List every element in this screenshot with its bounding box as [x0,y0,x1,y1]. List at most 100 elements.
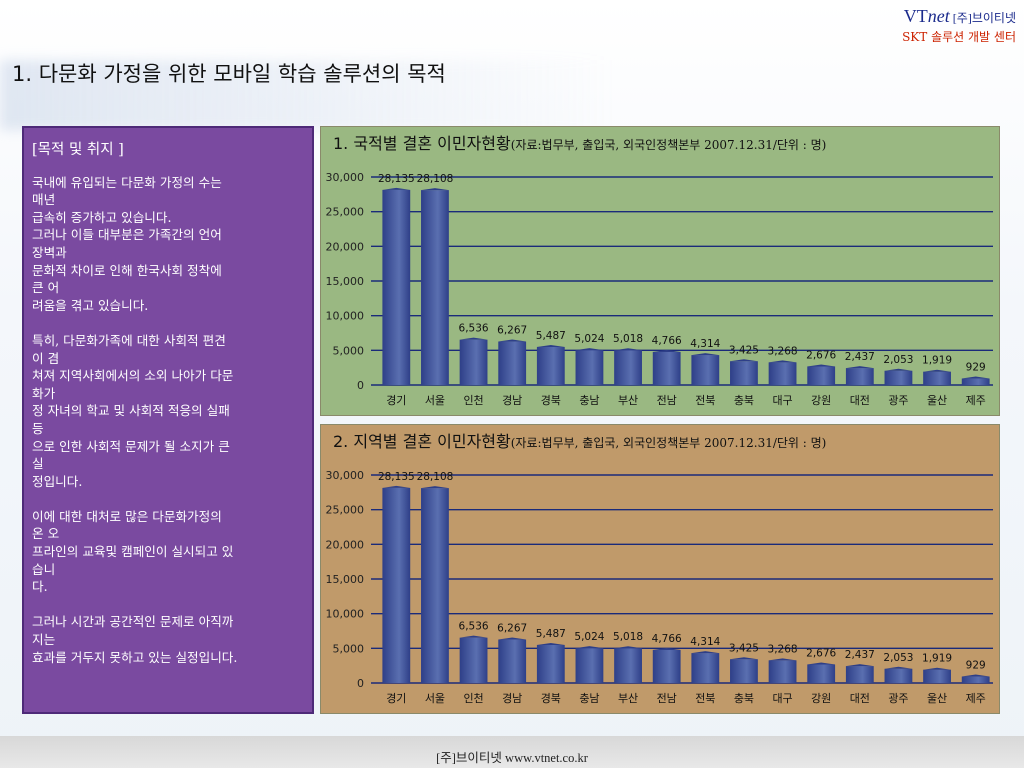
data-label: 3,268 [768,345,798,357]
x-tick-label: 충북 [734,394,754,407]
x-tick-label: 경남 [502,394,522,407]
x-tick-label: 인천 [463,691,483,705]
x-tick-label: 전북 [695,394,715,407]
bar-top [691,353,720,356]
purpose-line: 려움을 겪고 있습니다. [32,297,149,313]
purpose-line: 으로 인한 사회적 문제가 될 소지가 큰 [32,438,230,454]
bar [961,676,990,683]
chart-title-text: 2. 지역별 결혼 이민자현황 [333,432,511,451]
bar-top [845,366,874,369]
data-label: 6,536 [459,621,489,633]
y-tick-label: 10,000 [326,310,365,323]
y-tick-label: 10,000 [326,608,365,621]
bar [421,190,449,385]
bar [459,637,488,683]
x-tick-label: 울산 [927,692,947,705]
bar [730,659,758,683]
y-tick-label: 20,000 [326,538,365,551]
bar-top [807,364,836,367]
purpose-line: 특히, 다문화가족에 대한 사회적 편견 [32,332,226,348]
brand-vt: VT [903,6,928,26]
bar [614,648,642,683]
x-tick-label: 대전 [850,692,870,705]
purpose-line: 큰 어 [32,280,60,296]
bar [652,649,681,683]
x-tick-label: 충남 [579,692,599,705]
x-tick-label: 부산 [618,394,638,407]
bar-top [923,667,951,670]
data-label: 2,437 [845,351,875,363]
data-label: 2,053 [883,652,913,664]
purpose-paragraph: 특히, 다문화가족에 대한 사회적 편견 이 겸 쳐져 지역사회에서의 소외 나아가… [32,332,304,490]
bar-top [884,368,913,371]
data-label: 28,108 [417,173,454,185]
purpose-line: 온 오 [32,526,60,542]
purpose-line: 국내에 유입되는 다문화 가정의 수는 [32,174,222,190]
chart-title: 2. 지역별 결혼 이민자현황(자료:법무부, 출입국, 외국인정책본부 200… [333,433,953,452]
data-label: 28,135 [378,471,415,483]
x-tick-label: 경남 [502,692,522,705]
data-label: 5,024 [574,333,604,345]
purpose-line: 장벽과 [32,244,67,260]
chart-source: (자료:법무부, 출입국, 외국인정책본부 2007.12.31/단위 : 명) [510,436,827,450]
purpose-line: 쳐져 지역사회에서의 소외 나아가 다문 [32,368,234,384]
chart-title-text: 1. 국적별 결혼 이민자현황 [333,134,511,153]
purpose-line: 그러나 이들 대부분은 가족간의 언어 [32,227,222,243]
bar-top [614,646,642,649]
y-tick-label: 15,000 [326,573,365,586]
footer-text: [주]브이티넷 www.vtnet.co.kr [436,751,588,765]
bar [691,355,720,385]
bar-chart-svg: 0 5,000 10,000 15,000 20,000 25,000 30,000 28,1… [326,469,993,705]
purpose-line: 급속히 증가하고 있습니다. [32,209,172,225]
purpose-panel: [목적 및 취지 ] 국내에 유입되는 다문화 가정의 수는 매년 급속히 증가하고… [22,126,314,714]
bar [961,378,990,385]
x-tick-label: 광주 [888,692,908,705]
bar-top [575,646,604,649]
data-label: 4,314 [690,338,720,350]
x-tick-label: 부산 [618,692,638,705]
brand-company: [주]브이티넷 [949,11,1016,25]
data-label: 929 [966,660,986,672]
bar [536,644,565,683]
x-tick-label: 제주 [966,394,986,407]
bar-top [536,642,565,645]
x-tick-label: 충남 [579,394,599,407]
x-tick-label: 전남 [657,692,677,705]
x-tick-label: 경기 [386,692,406,705]
bar [382,189,411,385]
purpose-line: 효과를 거두지 못하고 있는 실정입니다. [32,649,238,665]
y-tick-label: 15,000 [326,275,365,288]
data-label: 5,018 [613,631,643,643]
brand-net: net [927,6,950,26]
purpose-line: 정 자녀의 학교 및 사회적 적응의 실패 [32,403,230,419]
bar [845,666,874,683]
purpose-body: 국내에 유입되는 다문화 가정의 수는 매년 급속히 증가하고 있습니다. 그러나 이… [32,174,304,667]
bar [807,664,836,683]
purpose-line: 이에 대한 대처로 많은 다문화가정의 [32,508,222,524]
purpose-line: 프라인의 교육및 캠페인이 실시되고 있 [32,544,234,560]
bar [923,371,951,385]
bar-top [536,344,565,347]
data-label: 28,135 [378,173,415,185]
bar-top [730,359,758,362]
bar [614,350,642,385]
bar-top [845,664,874,667]
x-tick-label: 인천 [463,393,483,407]
purpose-line: 다. [32,579,48,595]
bar-top [652,349,681,352]
bar [498,341,527,385]
y-tick-label: 5,000 [333,642,365,655]
x-tick-label: 제주 [966,692,986,705]
purpose-line: 실 [32,456,44,472]
bar [923,669,951,683]
y-tick-label: 0 [357,379,364,392]
x-tick-label: 서울 [425,394,445,407]
purpose-line: 화가 [32,385,56,401]
y-tick-label: 30,000 [326,469,365,482]
y-tick-label: 5,000 [333,344,365,357]
x-tick-label: 전남 [657,394,677,407]
purpose-heading: [목적 및 취지 ] [32,142,124,158]
bar [652,351,681,385]
page-title: 1. 다문화 가정을 위한 모바일 학습 솔루션의 목적 [12,62,446,86]
chart-nationality: 1. 국적별 결혼 이민자현황(자료:법무부, 출입국, 외국인정책본부 200… [320,126,1000,416]
